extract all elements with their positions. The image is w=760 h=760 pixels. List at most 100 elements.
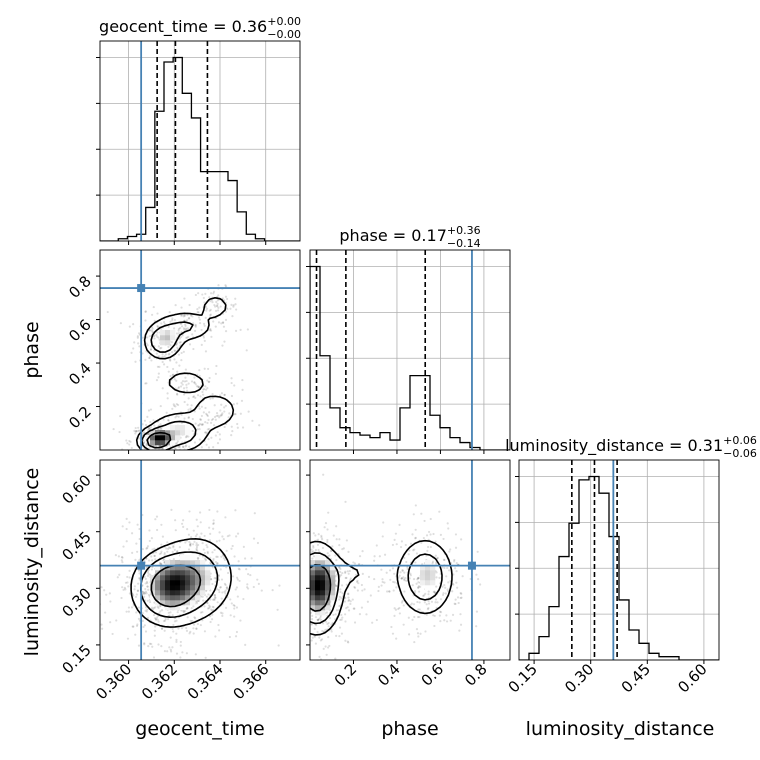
sample-point	[347, 599, 350, 602]
x-tick-label: 0.6	[418, 660, 448, 690]
sample-point	[247, 410, 250, 413]
sample-point	[233, 615, 236, 618]
sample-point	[179, 341, 182, 344]
sample-point	[136, 589, 139, 593]
sample-point	[303, 566, 305, 568]
density-cell	[320, 610, 326, 616]
sample-point	[223, 393, 226, 396]
sample-point	[398, 523, 401, 526]
sample-point	[402, 604, 405, 607]
sample-point	[356, 589, 359, 592]
sample-point	[70, 583, 72, 585]
sample-point	[201, 390, 204, 394]
sample-point	[252, 537, 256, 540]
sample-point	[215, 364, 218, 368]
sample-point	[476, 550, 479, 553]
sample-point	[194, 323, 197, 326]
sample-point	[328, 616, 332, 620]
sample-point	[160, 645, 163, 648]
sample-point	[425, 534, 429, 537]
sample-point	[326, 646, 330, 649]
sample-point	[180, 351, 183, 355]
sample-point	[221, 614, 224, 617]
sample-point	[301, 653, 303, 655]
sample-point	[184, 327, 187, 330]
sample-point	[144, 450, 146, 452]
sample-point	[130, 606, 134, 609]
sample-point	[173, 404, 176, 407]
sample-point	[436, 601, 439, 604]
sample-point	[414, 561, 417, 564]
sample-point	[180, 306, 183, 309]
sample-point	[136, 523, 139, 526]
sample-point	[317, 617, 321, 621]
sample-point	[367, 575, 371, 578]
sample-point	[241, 378, 244, 382]
sample-point	[373, 555, 376, 558]
sample-point	[206, 413, 209, 416]
sample-point	[212, 446, 215, 449]
title-lower: −0.14	[447, 237, 481, 250]
sample-point	[235, 630, 239, 634]
sample-point	[151, 330, 154, 333]
sample-point	[148, 356, 151, 360]
sample-point	[279, 474, 281, 476]
sample-point	[208, 376, 211, 380]
sample-point	[121, 586, 124, 589]
sample-point	[438, 510, 441, 513]
sample-point	[206, 414, 209, 418]
sample-point	[184, 610, 187, 613]
sample-point	[146, 546, 149, 550]
sample-point	[153, 444, 156, 448]
density-cell	[185, 425, 191, 431]
sample-point	[413, 640, 416, 644]
sample-point	[391, 543, 395, 547]
sample-point	[144, 609, 147, 612]
sample-point	[230, 425, 233, 428]
sample-point	[301, 605, 303, 607]
sample-point	[162, 418, 165, 421]
sample-point	[326, 540, 329, 544]
sample-point	[315, 624, 318, 627]
sample-point	[347, 596, 350, 599]
density-cell	[185, 560, 191, 566]
sample-point	[173, 620, 177, 623]
sample-point	[301, 556, 303, 558]
sample-point	[341, 592, 344, 595]
sample-point	[187, 548, 191, 551]
sample-point	[192, 605, 195, 608]
density-cell	[330, 580, 336, 586]
sample-point	[235, 586, 238, 589]
sample-point	[101, 627, 104, 630]
sample-point	[215, 540, 218, 543]
sample-point	[174, 454, 176, 456]
x-tick-label: 0.45	[618, 660, 654, 696]
sample-point	[146, 585, 149, 588]
sample-point	[133, 585, 137, 588]
sample-point	[175, 392, 179, 395]
sample-point	[145, 443, 148, 446]
sample-point	[208, 604, 211, 607]
sample-point	[181, 334, 184, 337]
sample-point	[186, 527, 189, 531]
sample-point	[133, 341, 136, 344]
sample-point	[297, 656, 299, 658]
sample-point	[194, 293, 197, 297]
sample-point	[193, 410, 196, 413]
sample-point	[160, 627, 164, 630]
density-cell	[170, 560, 176, 566]
sample-point	[284, 544, 286, 546]
sample-point	[179, 314, 183, 317]
sample-point	[209, 300, 212, 303]
sample-point	[297, 612, 299, 614]
x-tick-label: 0.364	[184, 660, 227, 703]
density-cell	[320, 590, 326, 596]
sample-point	[307, 533, 309, 535]
density-cell	[170, 335, 176, 341]
sample-point	[439, 611, 443, 614]
density-cell	[315, 570, 321, 576]
sample-point	[175, 652, 179, 655]
sample-point	[279, 639, 281, 641]
sample-point	[252, 585, 255, 589]
sample-point	[144, 582, 147, 585]
